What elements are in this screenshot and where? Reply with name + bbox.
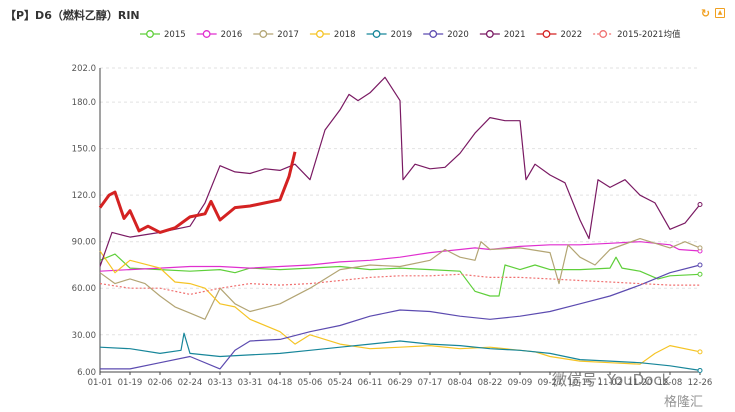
legend-swatch-marker	[259, 30, 268, 38]
x-tick-label: 04-18	[268, 378, 293, 388]
legend-swatch-marker	[429, 30, 438, 38]
x-tick-label: 09-27	[538, 378, 563, 388]
series-line-2016	[99, 241, 701, 272]
series-end-point	[697, 349, 703, 355]
y-tick-label: 120.0	[72, 191, 96, 201]
x-tick-label: 06-11	[358, 378, 383, 388]
legend-swatch-marker	[542, 30, 551, 38]
x-tick-label: 05-24	[328, 378, 353, 388]
x-tick-label: 08-22	[478, 378, 503, 388]
legend-swatch-marker	[485, 30, 494, 38]
series-end-point	[697, 201, 703, 207]
x-tick-label: 09-09	[508, 378, 533, 388]
series-line-2017	[99, 238, 701, 320]
save-image-icon[interactable]: ▲	[715, 8, 725, 18]
x-tick-label: 06-29	[388, 378, 413, 388]
refresh-icon[interactable]: ↻	[700, 7, 711, 20]
legend-swatch-marker	[202, 30, 211, 38]
legend-label: 2022	[560, 30, 582, 40]
x-tick-label: 02-24	[178, 378, 203, 388]
legend-swatch-marker	[315, 30, 324, 38]
x-tick-label: 01-01	[88, 378, 113, 388]
series-line-2022	[98, 151, 297, 234]
watermark-brand: 格隆汇	[664, 395, 704, 410]
x-tick-label: 07-17	[418, 378, 443, 388]
legend-label: 2017	[277, 30, 299, 40]
legend-swatch-marker	[372, 30, 381, 38]
series-end-point	[697, 245, 703, 251]
x-tick-label: 03-31	[238, 378, 263, 388]
legend-label: 2016	[221, 30, 243, 40]
x-tick-label: 01-19	[118, 378, 143, 388]
series-end-point	[697, 271, 703, 277]
x-tick-label: 08-04	[448, 378, 473, 388]
legend-label: 2018	[334, 30, 356, 40]
series-end-point	[697, 367, 703, 373]
legend-label: 2021	[504, 30, 526, 40]
series-line-2018	[99, 250, 701, 365]
series-end-point	[697, 262, 703, 268]
watermark-text: 微信号: YouDock	[552, 371, 671, 389]
series-line-2015	[99, 253, 701, 297]
legend-label: 2019	[391, 30, 413, 40]
legend-label: 2020	[447, 30, 469, 40]
legend-swatch-marker	[599, 30, 608, 38]
x-tick-label: 03-13	[208, 378, 233, 388]
y-tick-label: 150.0	[72, 145, 96, 155]
legend-label: 2015	[164, 30, 186, 40]
y-tick-label: 180.0	[72, 98, 96, 108]
chart-toolbar: ↻ ▲	[700, 8, 725, 19]
y-tick-label: 6.00	[77, 368, 96, 378]
series-line-2020	[100, 264, 701, 370]
y-tick-label: 90.00	[72, 238, 96, 248]
x-tick-label: 02-06	[148, 378, 173, 388]
x-tick-label: 12-08	[658, 378, 683, 388]
legend-swatch-marker	[146, 30, 154, 38]
legend-label: 2015-2021均值	[617, 29, 681, 40]
chart-title: 【P】D6（燃料乙醇）RIN	[5, 9, 140, 22]
x-tick-label: 10-15	[568, 378, 593, 388]
y-tick-label: 30.00	[72, 331, 96, 341]
x-tick-label: 11-20	[628, 378, 653, 388]
y-tick-label: 202.0	[72, 64, 96, 74]
series-line-2015-2021均值	[99, 273, 700, 295]
x-tick-label: 11-02	[598, 378, 623, 388]
x-tick-label: 12-26	[688, 378, 713, 388]
x-tick-label: 05-06	[298, 378, 323, 388]
series-line-2019	[99, 332, 701, 371]
y-tick-label: 60.00	[72, 284, 96, 294]
series-line-2021	[99, 76, 701, 267]
